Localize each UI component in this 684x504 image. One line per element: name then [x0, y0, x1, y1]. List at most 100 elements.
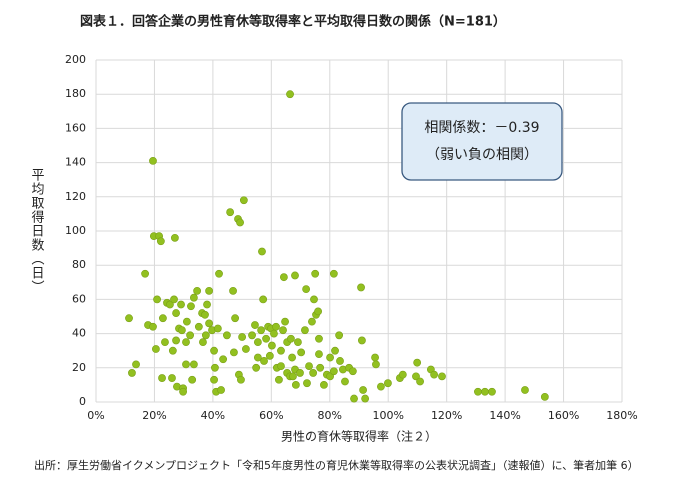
point [179, 387, 187, 396]
point [239, 196, 248, 205]
y-tick-label: 20 [72, 361, 86, 374]
point [371, 353, 379, 362]
y-tick-label: 160 [65, 121, 86, 134]
point [296, 369, 304, 377]
point [258, 247, 266, 256]
point [213, 324, 222, 333]
point [372, 360, 380, 369]
x-tick-label: 140% [489, 409, 520, 422]
point [257, 326, 266, 335]
y-tick-label: 100 [65, 224, 86, 237]
x-tick-label: 180% [606, 409, 637, 422]
point [286, 90, 294, 99]
point [149, 156, 157, 165]
x-tick-label: 160% [548, 409, 579, 422]
point [125, 314, 133, 323]
point [272, 322, 280, 331]
point [215, 269, 223, 278]
point [315, 334, 323, 343]
point [168, 346, 177, 355]
point [281, 317, 289, 326]
y-axis-label: 平均取得日数（日） [29, 168, 45, 294]
point [203, 300, 211, 309]
point [259, 295, 268, 304]
point [275, 375, 283, 384]
point [305, 362, 313, 370]
point [291, 271, 299, 280]
point [384, 379, 392, 388]
point [279, 273, 288, 282]
annotation: 相関係数：－0.39 [424, 120, 539, 136]
point [194, 322, 203, 331]
point [182, 338, 190, 347]
point [210, 346, 218, 355]
point [217, 386, 225, 394]
point [297, 348, 306, 357]
point [294, 338, 302, 347]
point [416, 377, 424, 386]
point [182, 360, 190, 369]
point [132, 360, 140, 369]
point [201, 310, 209, 319]
y-tick-label: 180 [65, 87, 86, 100]
point [201, 331, 210, 340]
point [291, 380, 300, 389]
point [308, 317, 316, 326]
y-tick-label: 80 [72, 258, 86, 271]
point [186, 331, 194, 340]
point [149, 322, 157, 331]
point [159, 314, 167, 323]
point [302, 285, 311, 294]
point [350, 394, 358, 403]
point [413, 358, 422, 367]
point [211, 363, 219, 372]
x-axis-label: 男性の育休等取得率（注２） [281, 429, 437, 444]
point [156, 237, 165, 246]
point [481, 387, 489, 396]
x-tick-label: 100% [372, 409, 403, 422]
point [314, 307, 322, 316]
point [303, 379, 311, 388]
point [310, 295, 318, 304]
point [265, 351, 274, 360]
point [438, 372, 446, 381]
y-tick-label: 120 [65, 190, 86, 203]
point [270, 329, 278, 338]
point [361, 394, 370, 403]
point [170, 233, 179, 242]
point [152, 345, 160, 353]
point [177, 300, 185, 309]
point [153, 295, 161, 304]
point [210, 375, 218, 384]
point [251, 321, 259, 329]
point [199, 338, 207, 347]
point [320, 380, 328, 389]
annotation: （弱い負の相関） [426, 147, 538, 163]
point [205, 286, 213, 295]
point [348, 367, 357, 376]
point [326, 353, 334, 362]
point [309, 369, 318, 377]
point [430, 370, 439, 379]
point [301, 326, 309, 335]
chart-title: 図表１．回答企業の男性育休等取得率と平均取得日数の関係（N=181） [80, 14, 506, 30]
point [141, 269, 149, 278]
y-tick-label: 140 [65, 156, 86, 169]
point [315, 350, 323, 359]
point [268, 341, 276, 350]
point [336, 357, 344, 365]
point [170, 295, 178, 304]
point [187, 302, 195, 311]
x-tick-label: 20% [142, 409, 166, 422]
point [253, 338, 262, 347]
point [277, 346, 285, 355]
x-tick-label: 60% [259, 409, 283, 422]
x-tick-label: 40% [201, 409, 225, 422]
point [335, 331, 344, 340]
x-tick-label: 80% [318, 409, 342, 422]
point [161, 338, 169, 347]
point [316, 363, 325, 372]
x-tick-label: 120% [431, 409, 462, 422]
point [128, 369, 136, 377]
point [359, 386, 367, 394]
